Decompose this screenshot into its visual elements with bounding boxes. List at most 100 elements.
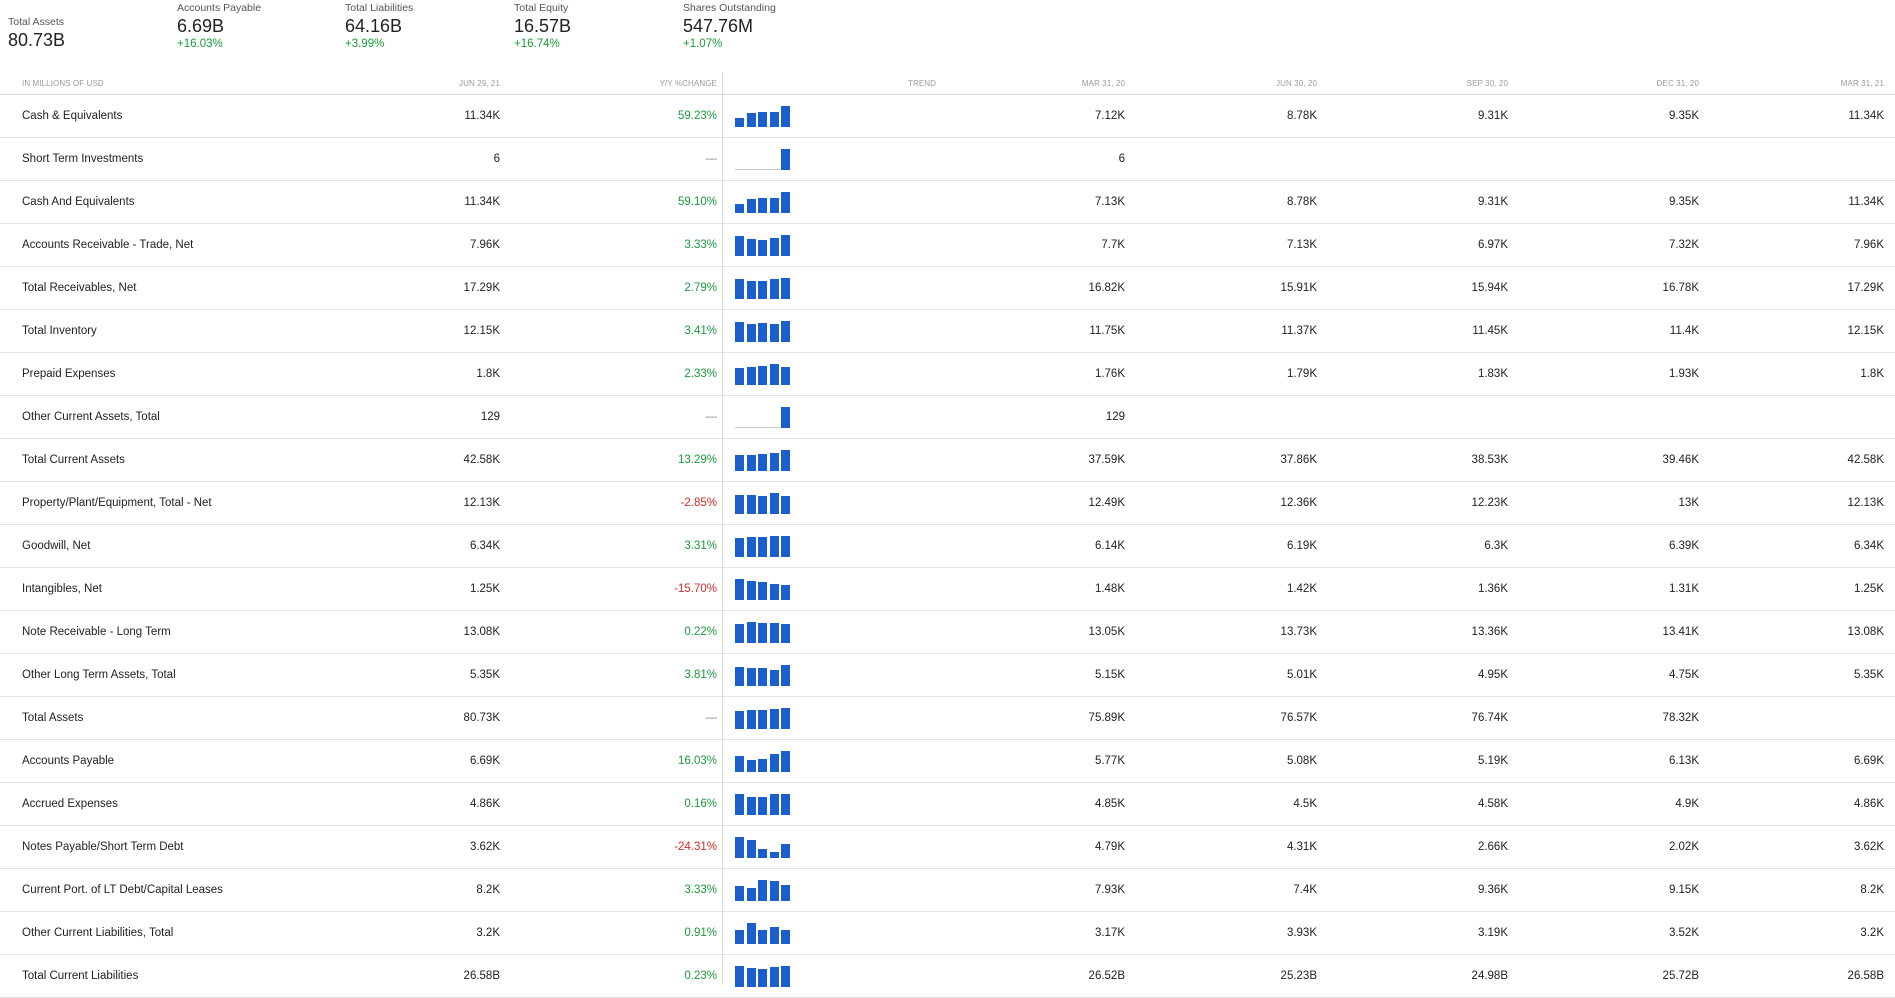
table-row[interactable]: Current Port. of LT Debt/Capital Leases 8… xyxy=(0,869,1895,912)
row-label: Total Assets xyxy=(22,712,84,724)
table-row[interactable]: Intangibles, Net 1.25K -15.70% 1.48K 1.42K 1.… xyxy=(0,568,1895,611)
trend-bar xyxy=(769,709,779,729)
row-period-value: 3.17K xyxy=(1094,927,1125,939)
row-period-value: 13K xyxy=(1678,497,1699,509)
trend-bar xyxy=(769,364,779,385)
row-yoy-change: 16.03% xyxy=(677,755,717,767)
row-yoy-change: -2.85% xyxy=(680,497,717,509)
stat-label: Accounts Payable xyxy=(177,2,262,14)
table-row[interactable]: Total Receivables, Net 17.29K 2.79% 16.82K 1… xyxy=(0,267,1895,310)
row-current-value: 26.58B xyxy=(463,970,500,982)
row-period-value: 4.95K xyxy=(1477,669,1508,681)
trend-bar xyxy=(746,495,756,514)
row-current-value: 8.2K xyxy=(476,884,500,896)
trend-bar xyxy=(746,537,756,557)
row-label: Accrued Expenses xyxy=(22,798,118,810)
table-row[interactable]: Prepaid Expenses 1.8K 2.33% 1.76K 1.79K 1.83K… xyxy=(0,353,1895,396)
trend-bar xyxy=(735,118,744,127)
column-divider xyxy=(722,72,723,984)
row-period-value: 16.82K xyxy=(1088,282,1125,294)
row-period-value: 5.19K xyxy=(1477,755,1508,767)
row-current-value: 3.2K xyxy=(476,927,500,939)
row-period-value: 5.01K xyxy=(1286,669,1317,681)
table-row[interactable]: Note Receivable - Long Term 13.08K 0.22% 13… xyxy=(0,611,1895,654)
row-period-value: 75.89K xyxy=(1088,712,1125,724)
trend-sparkbar xyxy=(735,923,791,944)
row-current-value: 4.86K xyxy=(469,798,500,810)
table-row[interactable]: Short Term Investments 6 — 6 xyxy=(0,138,1895,181)
table-row[interactable]: Accounts Receivable - Trade, Net 7.96K 3.3… xyxy=(0,224,1895,267)
trend-bar xyxy=(781,536,790,557)
trend-bar xyxy=(781,235,790,256)
stat-value: 80.73B xyxy=(8,30,66,50)
table-row[interactable]: Cash And Equivalents 11.34K 59.10% 7.13K 8.7… xyxy=(0,181,1895,224)
row-current-value: 129 xyxy=(480,411,500,423)
table-row[interactable]: Accrued Expenses 4.86K 0.16% 4.85K 4.5K 4.58K… xyxy=(0,783,1895,826)
trend-bar xyxy=(781,624,790,643)
row-period-value: 4.75K xyxy=(1668,669,1699,681)
stat-total-assets: Total Assets 80.73B xyxy=(8,16,65,51)
trend-sparkbar xyxy=(735,407,791,428)
trend-sparkbar xyxy=(735,794,791,815)
table-row[interactable]: Total Inventory 12.15K 3.41% 11.75K 11.37K 11… xyxy=(0,310,1895,353)
row-period-value: 1.79K xyxy=(1286,368,1317,380)
row-yoy-change: -24.31% xyxy=(674,841,717,853)
stat-value: 547.76M xyxy=(683,16,754,36)
table-row[interactable]: Accounts Payable 6.69K 16.03% 5.77K 5.08K 5.1… xyxy=(0,740,1895,783)
trend-bar xyxy=(781,496,790,514)
trend-sparkbar xyxy=(735,880,791,901)
row-yoy-change: 3.33% xyxy=(684,884,717,896)
row-current-value: 1.8K xyxy=(476,368,500,380)
trend-bar xyxy=(758,537,767,557)
trend-sparkbar xyxy=(735,192,791,213)
trend-bar xyxy=(746,455,756,471)
trend-bar xyxy=(758,582,767,600)
trend-sparkbar xyxy=(735,106,791,127)
trend-bar xyxy=(746,668,756,686)
trend-baseline xyxy=(735,427,780,428)
row-period-value: 16.78K xyxy=(1662,282,1699,294)
row-yoy-change: 3.81% xyxy=(684,669,717,681)
row-period-value: 2.66K xyxy=(1477,841,1508,853)
trend-bar xyxy=(781,278,790,299)
trend-bar xyxy=(758,112,767,127)
row-yoy-change: 3.31% xyxy=(684,540,717,552)
table-row[interactable]: Total Assets 80.73K — 75.89K 76.57K 76.74K 78.… xyxy=(0,697,1895,740)
row-period-value: 12.23K xyxy=(1471,497,1508,509)
table-row[interactable]: Total Current Liabilities 26.58B 0.23% 26.5… xyxy=(0,955,1895,998)
row-period-value: 6.14K xyxy=(1094,540,1125,552)
table-row[interactable]: Other Long Term Assets, Total 5.35K 3.81% 5… xyxy=(0,654,1895,697)
table-row[interactable]: Notes Payable/Short Term Debt 3.62K -24.31… xyxy=(0,826,1895,869)
table-row[interactable]: Goodwill, Net 6.34K 3.31% 6.14K 6.19K 6.3K 6.3… xyxy=(0,525,1895,568)
header-units: IN MILLIONS OF USD xyxy=(22,79,104,88)
row-label: Notes Payable/Short Term Debt xyxy=(22,841,184,853)
row-period-value: 11.34K xyxy=(1848,110,1884,122)
row-label: Total Inventory xyxy=(22,325,97,337)
row-label: Total Current Liabilities xyxy=(22,970,139,982)
row-current-value: 6 xyxy=(493,153,500,165)
trend-bar xyxy=(746,923,756,944)
table-row[interactable]: Cash & Equivalents 11.34K 59.23% 7.12K 8.78K… xyxy=(0,95,1895,138)
row-label: Current Port. of LT Debt/Capital Leases xyxy=(22,884,223,896)
trend-bar xyxy=(735,322,744,342)
header-period-2: JUN 30, 20 xyxy=(1275,79,1317,88)
row-period-value: 1.31K xyxy=(1668,583,1699,595)
row-period-value: 7.4K xyxy=(1293,884,1317,896)
row-period-value: 6.39K xyxy=(1668,540,1699,552)
row-period-value: 6.97K xyxy=(1477,239,1508,251)
row-yoy-change: 2.79% xyxy=(684,282,717,294)
row-current-value: 13.08K xyxy=(463,626,500,638)
table-row[interactable]: Other Current Liabilities, Total 3.2K 0.91… xyxy=(0,912,1895,955)
table-row[interactable]: Total Current Assets 42.58K 13.29% 37.59K 37… xyxy=(0,439,1895,482)
stat-change: +16.74% xyxy=(514,38,560,50)
stat-label: Total Assets xyxy=(8,16,65,28)
row-period-value: 9.31K xyxy=(1477,110,1508,122)
trend-bar xyxy=(781,367,790,385)
table-row[interactable]: Other Current Assets, Total 129 — 129 xyxy=(0,396,1895,439)
trend-bar xyxy=(758,759,767,772)
trend-bar xyxy=(735,837,744,858)
row-period-value: 4.5K xyxy=(1293,798,1317,810)
row-period-value: 5.35K xyxy=(1853,669,1884,681)
row-period-value: 6.34K xyxy=(1853,540,1884,552)
table-row[interactable]: Property/Plant/Equipment, Total - Net 12.… xyxy=(0,482,1895,525)
